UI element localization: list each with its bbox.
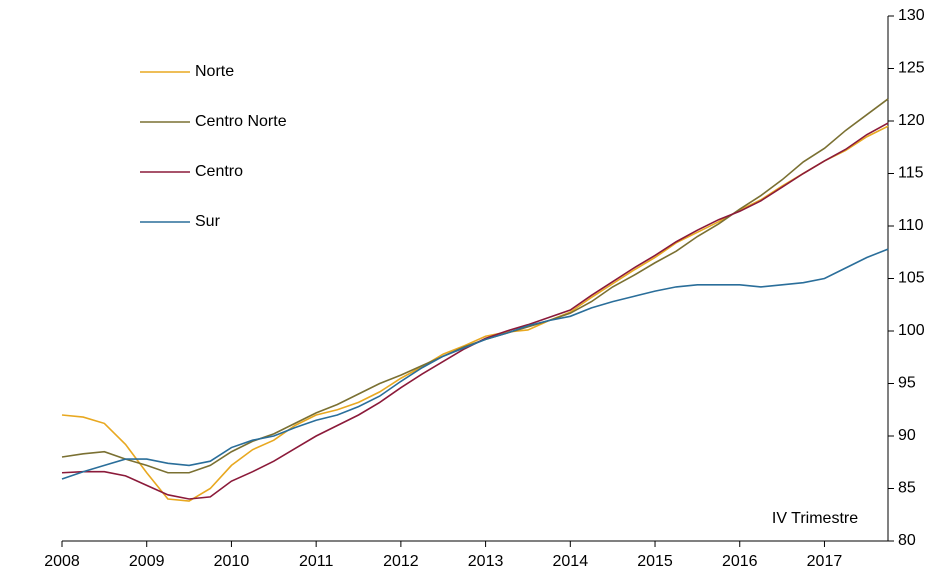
y-tick-label: 100 [898, 322, 925, 339]
x-tick-label: 2013 [468, 553, 504, 570]
x-tick-label: 2011 [299, 553, 334, 570]
x-tick-label: 2016 [722, 553, 758, 570]
x-tick-label: 2009 [129, 553, 165, 570]
x-tick-label: 2015 [637, 553, 673, 570]
y-tick-label: 110 [898, 217, 924, 234]
legend-label: Norte [195, 63, 234, 80]
y-tick-label: 85 [898, 480, 916, 497]
y-tick-label: 90 [898, 427, 916, 444]
x-tick-label: 2012 [383, 553, 419, 570]
series-line [61, 248, 889, 480]
annotation: IV Trimestre [772, 510, 858, 527]
y-tick-label: 95 [898, 375, 916, 392]
x-tick-label: 2008 [44, 553, 80, 570]
x-tick-label: 2017 [807, 553, 843, 570]
y-tick-label: 115 [898, 165, 924, 182]
x-tick-label: 2014 [553, 553, 589, 570]
y-tick-label: 125 [898, 60, 925, 77]
series-line [61, 125, 889, 502]
y-tick-label: 130 [898, 7, 925, 24]
y-tick-label: 120 [898, 112, 925, 129]
y-tick-label: 105 [898, 270, 925, 287]
legend-label: Centro Norte [195, 113, 287, 130]
legend-label: Centro [195, 163, 243, 180]
series-line [61, 122, 889, 500]
legend-label: Sur [195, 213, 221, 230]
y-tick-label: 80 [898, 532, 916, 549]
x-tick-label: 2010 [214, 553, 250, 570]
